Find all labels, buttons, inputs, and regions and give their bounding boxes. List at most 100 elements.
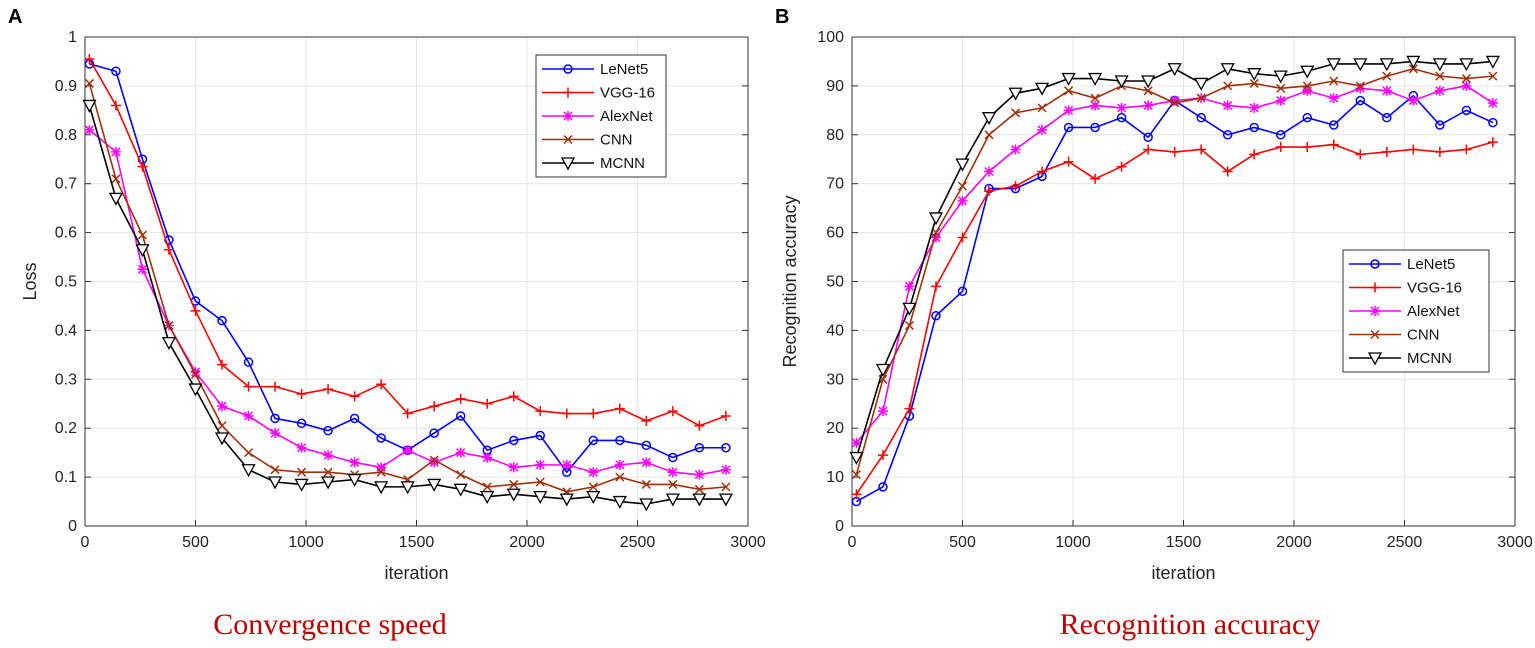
legend: LeNet5 VGG-16 AlexNet CNN MCNN <box>535 54 667 178</box>
data-point <box>1088 72 1103 86</box>
y-tick-label: 0.7 <box>55 176 77 193</box>
legend-label: MCNN <box>1407 350 1452 367</box>
series-mcnn <box>849 55 1500 465</box>
data-point <box>535 459 546 470</box>
data-point <box>902 302 917 316</box>
data-point <box>928 212 944 226</box>
data-point <box>506 488 521 502</box>
data-point <box>904 281 915 292</box>
data-point <box>1116 112 1127 123</box>
data-point <box>1063 105 1074 116</box>
data-point <box>1408 95 1419 106</box>
data-point <box>1143 86 1153 96</box>
data-point <box>559 493 574 507</box>
x-tick-label: 1500 <box>1166 534 1202 551</box>
data-point <box>535 477 545 487</box>
x-axis-label: iteration <box>1151 563 1215 583</box>
data-point <box>108 192 124 206</box>
data-point <box>1116 102 1127 113</box>
data-point <box>1223 81 1233 91</box>
legend-marker <box>1370 282 1380 293</box>
data-point <box>161 336 177 350</box>
data-point <box>1064 86 1074 96</box>
legend-label: LeNet5 <box>1407 256 1455 273</box>
data-point <box>984 130 994 140</box>
data-point <box>904 320 914 331</box>
data-point <box>1300 65 1315 79</box>
data-point <box>1222 130 1233 140</box>
legend-marker <box>563 64 573 74</box>
data-point <box>1275 142 1286 153</box>
data-point <box>164 235 174 245</box>
data-point <box>641 457 652 468</box>
y-tick-label: 100 <box>817 29 844 46</box>
data-point <box>374 481 389 495</box>
data-point <box>1275 130 1286 140</box>
legend-label: AlexNet <box>1407 303 1460 320</box>
data-point <box>482 398 493 409</box>
data-point <box>561 408 572 419</box>
y-tick-label: 0 <box>68 518 77 535</box>
data-point <box>270 465 280 475</box>
x-tick-label: 500 <box>182 534 209 551</box>
data-point <box>1010 144 1021 155</box>
series-vgg-16 <box>84 54 731 431</box>
x-tick-label: 1000 <box>288 534 324 551</box>
data-point <box>1461 144 1472 155</box>
data-point <box>190 305 201 316</box>
data-point <box>321 476 336 490</box>
data-point <box>1408 144 1419 155</box>
data-point <box>877 406 888 417</box>
data-point <box>137 161 148 172</box>
data-point <box>930 281 941 292</box>
data-point <box>1010 181 1021 192</box>
y-tick-label: 1 <box>68 29 77 46</box>
x-tick-label: 0 <box>848 534 857 551</box>
data-point <box>1459 58 1474 72</box>
data-point <box>878 482 888 492</box>
legend-entry: AlexNet <box>1349 303 1460 320</box>
data-point <box>955 158 970 172</box>
data-point <box>323 384 334 395</box>
series-alexnet <box>84 124 731 480</box>
y-tick-label: 30 <box>826 371 844 388</box>
data-point <box>668 452 678 463</box>
legend-entry: LeNet5 <box>1349 256 1455 273</box>
data-point <box>296 442 307 453</box>
data-point <box>1461 74 1471 84</box>
data-point <box>110 146 121 157</box>
data-point <box>1302 112 1313 123</box>
data-point <box>904 403 915 414</box>
data-point <box>1063 122 1074 133</box>
data-point <box>588 467 599 478</box>
legend-marker <box>560 157 576 171</box>
data-point <box>533 491 548 505</box>
data-point <box>667 406 678 417</box>
data-point <box>455 393 466 404</box>
data-point <box>981 112 997 126</box>
chart-accuracy: 0 500 1000 1500 2000 2500 3000 0 10 20 30 40 50 60 70 8… <box>780 29 1533 583</box>
data-point <box>217 421 227 431</box>
data-point <box>1170 98 1180 108</box>
data-point <box>1061 72 1076 86</box>
data-point <box>376 462 387 473</box>
data-point <box>694 469 705 480</box>
data-point <box>1063 156 1074 167</box>
data-point <box>718 493 733 507</box>
data-point <box>190 369 201 379</box>
data-point <box>482 452 493 463</box>
data-point <box>614 403 625 414</box>
data-point <box>1116 161 1127 172</box>
data-point <box>612 495 627 509</box>
data-point <box>84 54 95 65</box>
data-point <box>1249 78 1259 88</box>
data-point <box>1194 77 1209 91</box>
data-point <box>1355 95 1366 106</box>
x-tick-label: 500 <box>949 534 976 551</box>
data-point <box>1302 85 1313 96</box>
data-point <box>508 391 519 402</box>
legend-marker <box>1370 329 1380 340</box>
data-point <box>1249 122 1259 133</box>
data-point <box>721 482 731 492</box>
data-point <box>349 391 360 402</box>
